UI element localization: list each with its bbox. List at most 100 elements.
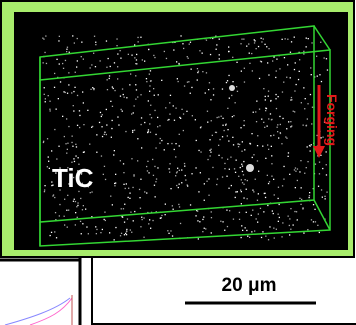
particle xyxy=(251,133,252,134)
particle xyxy=(200,172,201,173)
particle xyxy=(140,179,141,180)
particle xyxy=(245,179,246,180)
particle xyxy=(321,81,322,82)
particle xyxy=(190,204,191,205)
particle xyxy=(52,195,53,196)
particle xyxy=(288,152,289,153)
particle xyxy=(218,145,219,146)
particle xyxy=(134,105,135,106)
particle xyxy=(242,230,243,231)
particle xyxy=(243,125,244,126)
particle xyxy=(141,117,142,118)
particle xyxy=(126,229,127,230)
particle xyxy=(301,102,302,103)
particle xyxy=(281,143,282,144)
particle xyxy=(122,111,123,112)
particle xyxy=(160,138,161,139)
particle xyxy=(155,181,156,182)
particle xyxy=(175,108,176,109)
particle xyxy=(181,109,182,110)
particle xyxy=(59,36,60,37)
particle xyxy=(264,127,265,128)
particle xyxy=(44,87,45,88)
particle xyxy=(140,208,141,209)
particle xyxy=(161,215,162,216)
particle xyxy=(150,105,151,106)
particle xyxy=(172,235,173,236)
particle xyxy=(141,147,142,148)
particle xyxy=(165,107,166,108)
particle xyxy=(295,62,296,63)
particle xyxy=(120,96,121,97)
particle xyxy=(247,180,248,181)
particle xyxy=(48,156,49,157)
particle xyxy=(129,198,130,199)
particle xyxy=(106,67,107,68)
particle xyxy=(152,220,153,221)
particle xyxy=(43,39,44,40)
particle xyxy=(286,128,287,129)
particle xyxy=(236,160,237,161)
particle xyxy=(297,168,298,169)
particle xyxy=(290,126,291,127)
particle xyxy=(157,117,158,118)
particle xyxy=(79,115,80,116)
particle xyxy=(228,51,229,52)
particle xyxy=(184,166,185,167)
particle xyxy=(273,135,274,136)
particle xyxy=(211,211,212,212)
particle xyxy=(242,166,243,167)
particle xyxy=(74,199,75,200)
particle xyxy=(262,231,263,232)
particle xyxy=(59,215,60,216)
particle xyxy=(325,198,326,199)
particle xyxy=(72,146,73,147)
particle xyxy=(291,97,292,98)
particle xyxy=(308,38,309,39)
particle xyxy=(197,79,198,80)
particle xyxy=(227,226,228,227)
particle xyxy=(49,101,50,102)
particle xyxy=(79,127,80,128)
particle xyxy=(44,94,45,95)
particle xyxy=(238,143,239,144)
particle xyxy=(210,54,211,55)
particle xyxy=(207,159,208,160)
particle xyxy=(233,219,234,220)
particle xyxy=(211,217,212,218)
particle xyxy=(149,91,150,92)
particle xyxy=(128,197,129,198)
particle xyxy=(178,63,179,64)
particle xyxy=(178,187,179,188)
particle xyxy=(298,79,299,80)
particle xyxy=(67,227,68,228)
particle xyxy=(254,39,255,40)
particle xyxy=(56,237,57,238)
particle xyxy=(165,204,166,205)
particle xyxy=(228,46,229,47)
particle xyxy=(322,137,323,138)
particle xyxy=(125,131,126,132)
particle xyxy=(199,221,200,222)
particle xyxy=(146,192,147,193)
particle xyxy=(216,132,217,133)
particle xyxy=(228,140,229,141)
particle xyxy=(262,146,263,147)
particle xyxy=(248,43,249,44)
particle xyxy=(290,121,291,122)
particle xyxy=(268,183,269,184)
particle xyxy=(232,57,233,58)
particle xyxy=(233,115,234,116)
particle xyxy=(104,166,105,167)
particle xyxy=(67,93,68,94)
particle xyxy=(271,119,272,120)
particle xyxy=(124,234,125,235)
particle xyxy=(143,237,144,238)
particle xyxy=(282,222,283,223)
particle xyxy=(309,192,310,193)
particle xyxy=(169,168,170,169)
particle xyxy=(216,44,217,45)
particle xyxy=(279,68,280,69)
particle xyxy=(268,118,269,119)
particle xyxy=(222,176,223,177)
